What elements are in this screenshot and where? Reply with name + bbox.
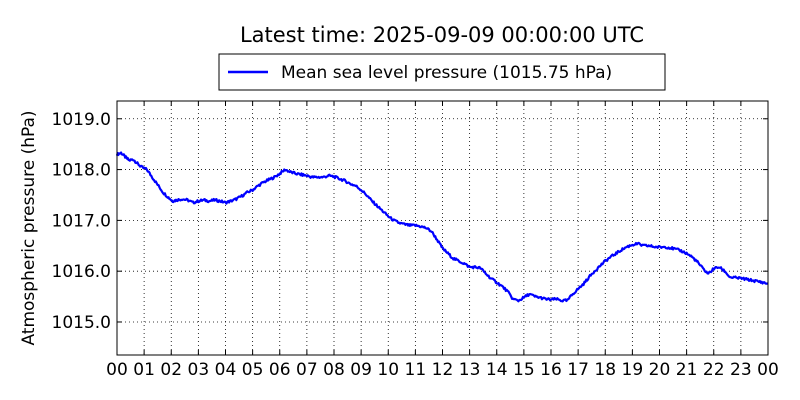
legend: Mean sea level pressure (1015.75 hPa) <box>218 53 666 91</box>
legend-box <box>218 53 666 91</box>
x-tick-label: 00 <box>106 360 128 380</box>
grid <box>117 101 768 355</box>
y-axis-label: Atmospheric pressure (hPa) <box>19 110 39 345</box>
x-tick-label: 16 <box>540 360 562 380</box>
x-tick-label: 07 <box>296 360 318 380</box>
x-tick-label: 00 <box>757 360 779 380</box>
y-tick-label: 1015.0 <box>52 313 111 333</box>
x-tick-labels: 00 01 02 03 04 05 06 07 08 09 10 11 12 13 14 15 16 17 18 19… <box>106 360 779 380</box>
y-tick-label: 1018.0 <box>52 161 111 181</box>
x-tick-label: 11 <box>405 360 427 380</box>
x-tick-label: 01 <box>133 360 155 380</box>
y-tick-label: 1016.0 <box>52 262 111 282</box>
x-tick-label: 14 <box>486 360 508 380</box>
y-tick-label: 1019.0 <box>52 110 111 130</box>
x-tick-label: 09 <box>350 360 372 380</box>
plot-frame <box>116 100 769 356</box>
legend-label: Mean sea level pressure (1015.75 hPa) <box>281 63 612 83</box>
y-tick-labels: 1015.0 1016.0 1017.0 1018.0 1019.0 <box>52 110 111 333</box>
chart-title: Latest time: 2025-09-09 00:00:00 UTC <box>240 23 644 47</box>
x-tick-label: 12 <box>432 360 454 380</box>
y-tick-label: 1017.0 <box>52 211 111 231</box>
x-tick-label: 20 <box>649 360 671 380</box>
x-tick-label: 21 <box>676 360 698 380</box>
x-tick-label: 10 <box>377 360 399 380</box>
series-line-0 <box>115 151 769 303</box>
x-tick-label: 19 <box>622 360 644 380</box>
x-tick-label: 03 <box>188 360 210 380</box>
x-tick-label: 05 <box>242 360 264 380</box>
x-tick-label: 06 <box>269 360 291 380</box>
x-tick-label: 18 <box>594 360 616 380</box>
series-layer <box>115 151 769 303</box>
x-tick-label: 23 <box>730 360 752 380</box>
axes <box>116 100 769 356</box>
x-tick-label: 15 <box>513 360 535 380</box>
x-tick-label: 04 <box>215 360 237 380</box>
x-tick-label: 08 <box>323 360 345 380</box>
x-tick-label: 13 <box>459 360 481 380</box>
x-tick-label: 02 <box>160 360 182 380</box>
x-tick-label: 22 <box>703 360 725 380</box>
x-tick-label: 17 <box>567 360 589 380</box>
